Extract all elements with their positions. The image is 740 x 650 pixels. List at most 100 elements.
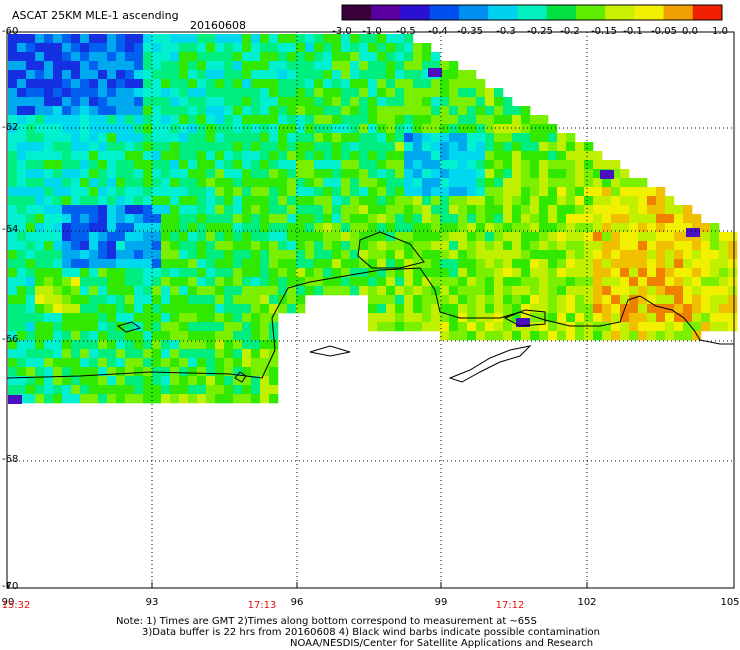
field-cell (98, 232, 108, 242)
field-cell (125, 358, 135, 368)
field-cell (341, 34, 351, 44)
field-cell (701, 295, 711, 305)
field-cell (476, 214, 486, 224)
field-cell (8, 34, 18, 44)
field-cell (179, 277, 189, 287)
coastline (6, 267, 734, 379)
field-cell (305, 187, 315, 197)
field-cell (224, 115, 234, 125)
field-cell (260, 151, 270, 161)
field-cell (602, 196, 612, 206)
field-cell (512, 241, 522, 251)
field-cell (467, 205, 477, 215)
field-cell (224, 205, 234, 215)
field-cell (8, 61, 18, 71)
field-cell (539, 322, 549, 332)
mle-field-layer (8, 34, 738, 404)
field-cell (35, 349, 45, 359)
field-cell (395, 250, 405, 260)
field-cell (359, 205, 369, 215)
field-cell (260, 70, 270, 80)
field-cell (386, 160, 396, 170)
field-cell (404, 97, 414, 107)
field-cell (125, 106, 135, 116)
field-cell (575, 214, 585, 224)
colorbar-tick-label: -0.1 (623, 26, 643, 37)
field-cell (377, 268, 387, 278)
field-cell (44, 340, 54, 350)
field-cell (593, 223, 603, 233)
field-cell (566, 313, 576, 323)
field-cell (44, 124, 54, 134)
field-cell (71, 115, 81, 125)
field-cell (611, 214, 621, 224)
field-cell (494, 169, 504, 179)
colorbar-swatch (488, 5, 518, 20)
field-cell (674, 214, 684, 224)
field-cell (593, 196, 603, 206)
field-cell (8, 151, 18, 161)
field-cell (143, 214, 153, 224)
field-cell (62, 196, 72, 206)
field-cell (89, 187, 99, 197)
field-cell (224, 160, 234, 170)
field-cell (89, 313, 99, 323)
field-cell (143, 232, 153, 242)
field-cell (224, 151, 234, 161)
field-cell (26, 70, 36, 80)
field-cell (323, 61, 333, 71)
field-cell (233, 241, 243, 251)
field-cell (422, 277, 432, 287)
field-cell (71, 106, 81, 116)
field-cell (467, 259, 477, 269)
field-cell (134, 79, 144, 89)
field-cell (80, 295, 90, 305)
note-line-2: 3)Data buffer is 22 hrs from 20160608 4)… (142, 627, 600, 638)
field-cell (629, 313, 639, 323)
field-cell (170, 97, 180, 107)
field-cell (53, 232, 63, 242)
field-cell (422, 88, 432, 98)
field-cell (476, 142, 486, 152)
field-cell (584, 214, 594, 224)
field-cell (548, 232, 558, 242)
field-cell (179, 286, 189, 296)
field-cell (107, 205, 117, 215)
field-cell (233, 160, 243, 170)
field-cell (494, 196, 504, 206)
field-cell (404, 205, 414, 215)
field-cell (701, 223, 711, 233)
field-cell (458, 268, 468, 278)
field-cell (296, 268, 306, 278)
field-cell (440, 160, 450, 170)
field-cell (260, 304, 270, 314)
field-cell (62, 133, 72, 143)
field-cell (566, 286, 576, 296)
field-cell (269, 187, 279, 197)
field-cell (98, 331, 108, 341)
field-cell (395, 43, 405, 53)
field-cell (17, 133, 27, 143)
field-cell (251, 34, 261, 44)
field-cell (26, 61, 36, 71)
field-cell (107, 61, 117, 71)
field-cell (8, 223, 18, 233)
field-cell (170, 205, 180, 215)
field-cell (485, 214, 495, 224)
field-cell (215, 133, 225, 143)
field-cell (611, 241, 621, 251)
field-cell (107, 322, 117, 332)
field-cell (368, 70, 378, 80)
field-cell (512, 133, 522, 143)
field-cell (413, 277, 423, 287)
field-cell (305, 97, 315, 107)
field-cell (17, 250, 27, 260)
field-cell (494, 331, 504, 341)
field-cell (161, 313, 171, 323)
field-cell (539, 304, 549, 314)
field-cell (377, 142, 387, 152)
field-cell (233, 385, 243, 395)
field-cell (431, 124, 441, 134)
field-cell (44, 70, 54, 80)
field-cell (71, 79, 81, 89)
